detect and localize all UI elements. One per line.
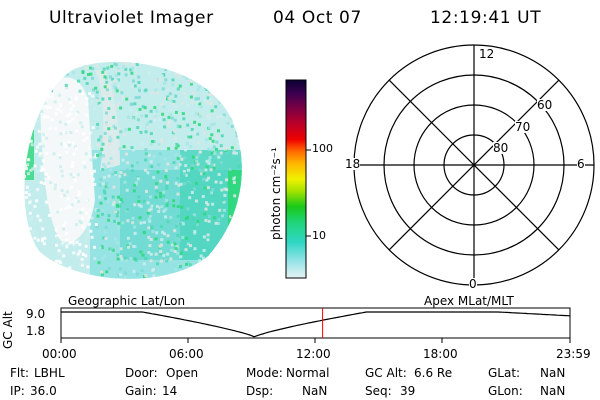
dsp-label: Dsp:: [246, 384, 274, 398]
gain-label: Gain:: [125, 384, 157, 398]
orbit-x-tick-0000: 00:00: [42, 347, 77, 361]
orbit-x-ticks: [60, 338, 571, 343]
dsp-value: NaN: [302, 384, 328, 398]
mlt-label-12: 12: [479, 47, 495, 61]
observation-time: 12:19:41 UT: [430, 8, 542, 28]
glat-label: GLat:: [488, 366, 521, 380]
orbit-x-tick-1200: 12:00: [296, 347, 331, 361]
mlt-label-0: 0: [469, 277, 477, 291]
gc-alt-label: GC Alt:: [365, 366, 407, 380]
observation-date: 04 Oct 07: [273, 8, 362, 28]
orbit-y-tick-high: 9.0: [26, 307, 46, 321]
mode-value: Normal: [286, 366, 330, 380]
lat-label-70: 70: [515, 120, 531, 134]
instrument-title: Ultraviolet Imager: [49, 8, 214, 28]
gain-value: 14: [162, 384, 178, 398]
colorbar-gradient: [285, 79, 307, 279]
orbit-altitude-curve: [61, 311, 571, 338]
orbit-right-label: Apex MLat/MLT: [424, 294, 514, 308]
door-label: Door:: [125, 366, 158, 380]
ip-label: IP:: [10, 384, 25, 398]
seq-value: 39: [400, 384, 416, 398]
orbit-x-tick-2359: 23:59: [556, 347, 591, 361]
glon-value: NaN: [540, 384, 566, 398]
door-value: Open: [166, 366, 199, 380]
lat-label-80: 80: [493, 141, 509, 155]
glon-label: GLon:: [488, 384, 523, 398]
colorbar-label-100: 100: [312, 142, 333, 155]
ip-value: 36.0: [30, 384, 57, 398]
orbit-y-tick-low: 1.8: [26, 324, 46, 338]
glat-value: NaN: [540, 366, 566, 380]
lat-label-60: 60: [537, 98, 553, 112]
colorbar-label-10: 10: [312, 229, 326, 242]
seq-label: Seq:: [365, 384, 392, 398]
filter-value: LBHL: [34, 366, 65, 380]
filter-label: Flt:: [10, 366, 29, 380]
orbit-x-tick-0600: 06:00: [169, 347, 204, 361]
mlt-label-6: 6: [577, 157, 585, 171]
orbit-left-label: Geographic Lat/Lon: [68, 294, 186, 308]
gc-alt-value: 6.6 Re: [414, 366, 453, 380]
mode-label: Mode:: [246, 366, 283, 380]
orbit-x-tick-1800: 18:00: [423, 347, 458, 361]
mlt-diagonal-2: [388, 79, 560, 251]
mlt-label-18: 18: [345, 157, 361, 171]
